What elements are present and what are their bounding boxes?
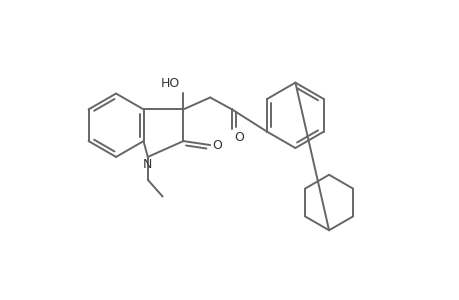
Text: HO: HO xyxy=(161,76,180,90)
Text: N: N xyxy=(143,158,152,171)
Text: O: O xyxy=(212,139,222,152)
Text: O: O xyxy=(234,131,243,144)
